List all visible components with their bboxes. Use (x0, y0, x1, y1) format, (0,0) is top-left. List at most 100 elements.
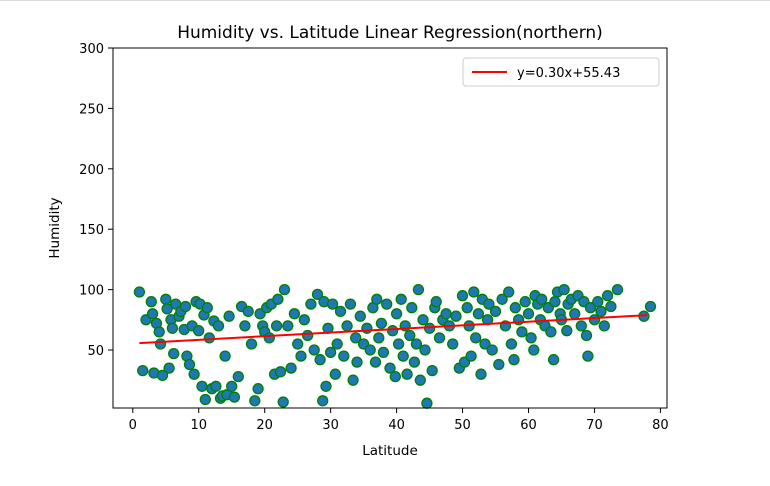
data-point (601, 290, 614, 302)
data-point (384, 362, 396, 374)
data-point (465, 350, 477, 362)
data-point (166, 322, 179, 334)
data-point (419, 344, 431, 356)
data-point (575, 320, 587, 332)
data-point (301, 329, 314, 342)
data-point (525, 332, 537, 344)
data-point (410, 338, 423, 350)
data-point (314, 354, 326, 366)
data-point (161, 303, 173, 315)
data-point (288, 308, 301, 320)
x-axis-label: Latitude (362, 443, 418, 459)
data-point (392, 338, 405, 350)
data-point (145, 296, 157, 308)
data-point (351, 356, 363, 368)
data-point (196, 380, 208, 392)
data-point (598, 320, 610, 332)
x-ticks: 0 10 20 30 40 50 60 70 80 (129, 408, 669, 433)
data-point (389, 370, 401, 383)
data-point (210, 380, 222, 392)
data-point (450, 310, 462, 322)
x-tick-label: 80 (652, 418, 669, 433)
chart-title: Humidity vs. Latitude Linear Regression(… (177, 23, 603, 43)
top-divider (0, 0, 770, 1)
y-tick-label: 150 (79, 223, 104, 238)
data-point (285, 362, 297, 374)
data-point (516, 326, 528, 338)
data-point (377, 346, 390, 359)
data-point (373, 332, 385, 344)
data-point (223, 310, 235, 322)
data-point (470, 332, 482, 344)
data-point (547, 354, 560, 366)
data-point (245, 338, 258, 350)
points-layer (133, 283, 657, 409)
data-point (311, 288, 324, 301)
data-point (361, 322, 373, 334)
data-point (331, 338, 343, 350)
data-point (156, 369, 169, 382)
data-point (274, 366, 287, 378)
data-point (252, 383, 264, 395)
data-point (226, 380, 238, 392)
data-point (401, 368, 413, 380)
regression-line (139, 314, 648, 345)
data-point (334, 305, 347, 318)
x-tick-label: 50 (454, 418, 471, 433)
data-point (522, 308, 535, 320)
data-point (426, 364, 438, 377)
data-point (263, 332, 275, 344)
x-tick-label: 70 (586, 418, 603, 433)
data-point (584, 302, 597, 314)
data-point (317, 395, 329, 407)
data-point (239, 320, 251, 332)
data-point (421, 397, 433, 409)
data-point (168, 347, 180, 360)
x-tick-label: 40 (388, 418, 405, 433)
data-point (404, 329, 416, 342)
y-tick-label: 250 (79, 102, 104, 117)
data-point (545, 326, 557, 338)
data-point (561, 325, 573, 337)
plot-frame (112, 47, 668, 409)
data-point (154, 338, 167, 350)
data-point (232, 370, 244, 383)
data-point (496, 293, 508, 305)
y-axis-label: Humidity (47, 197, 63, 258)
data-point (354, 310, 366, 322)
data-point (592, 296, 604, 308)
y-ticks: 50 100 150 200 250 300 (79, 42, 113, 359)
data-point (219, 350, 231, 362)
data-point (201, 302, 213, 314)
data-point (505, 338, 518, 350)
data-point (270, 320, 283, 332)
data-point (588, 314, 601, 326)
data-point (146, 308, 159, 320)
data-point (212, 320, 225, 332)
data-point (292, 338, 304, 350)
data-point (483, 298, 495, 310)
data-point (536, 293, 548, 305)
data-point (344, 298, 357, 310)
data-point (364, 344, 376, 356)
data-point (203, 332, 215, 344)
data-point (605, 300, 617, 313)
data-point (486, 344, 498, 356)
data-point (193, 325, 205, 337)
legend-label: y=0.30x+55.43 (517, 66, 620, 81)
data-point (580, 329, 593, 342)
data-point (569, 308, 581, 320)
data-point (509, 302, 521, 314)
data-point (295, 350, 307, 362)
data-point (277, 396, 289, 408)
data-point (308, 344, 320, 356)
data-point (430, 296, 442, 308)
data-point (595, 305, 607, 318)
data-point (137, 364, 149, 377)
data-point (528, 344, 540, 356)
data-point (350, 332, 362, 344)
data-point (489, 305, 502, 318)
data-point (133, 286, 146, 298)
data-point (508, 354, 520, 366)
